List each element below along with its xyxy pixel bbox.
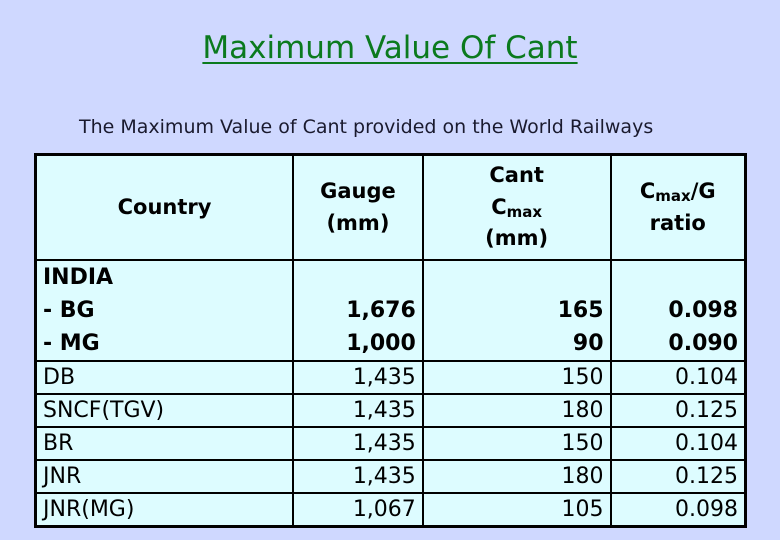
- slide-title: Maximum Value Of Cant: [202, 30, 578, 66]
- gauge-cell: 1,435: [292, 426, 424, 461]
- india-cant-cell: 165 90: [421, 259, 612, 362]
- table-row: JNR(MG) 1,067 105 0.098: [34, 492, 747, 528]
- table-row-india: INDIA - BG - MG 1,676 1,000 165 90 0.098…: [34, 259, 747, 362]
- slide-subtitle: The Maximum Value of Cant provided on th…: [79, 116, 654, 138]
- gauge-cell: 1,435: [292, 393, 424, 428]
- ratio-cell: 0.098: [609, 492, 747, 528]
- country-cell: SNCF(TGV): [34, 393, 295, 428]
- header-country: Country: [34, 153, 295, 261]
- cant-cell: 180: [421, 393, 612, 428]
- table-row: JNR 1,435 180 0.125: [34, 459, 747, 494]
- country-cell: DB: [34, 360, 295, 395]
- country-cell: JNR: [34, 459, 295, 494]
- gauge-cell: 1,435: [292, 360, 424, 395]
- cant-cell: 105: [421, 492, 612, 528]
- table-row: DB 1,435 150 0.104: [34, 360, 747, 395]
- table-row: BR 1,435 150 0.104: [34, 426, 747, 461]
- header-gauge: Gauge (mm): [292, 153, 424, 261]
- india-gauge-cell: 1,676 1,000: [292, 259, 424, 362]
- table-row: SNCF(TGV) 1,435 180 0.125: [34, 393, 747, 428]
- gauge-cell: 1,435: [292, 459, 424, 494]
- header-ratio: Cmax/G ratio: [609, 153, 747, 261]
- cant-cell: 180: [421, 459, 612, 494]
- table-header-row: Country Gauge (mm) Cant Cmax (mm) Cmax/G…: [34, 153, 747, 261]
- india-country-cell: INDIA - BG - MG: [34, 259, 295, 362]
- cant-table: Country Gauge (mm) Cant Cmax (mm) Cmax/G…: [34, 153, 747, 528]
- cant-cell: 150: [421, 426, 612, 461]
- ratio-cell: 0.125: [609, 393, 747, 428]
- gauge-cell: 1,067: [292, 492, 424, 528]
- ratio-cell: 0.104: [609, 360, 747, 395]
- cant-cell: 150: [421, 360, 612, 395]
- country-cell: BR: [34, 426, 295, 461]
- ratio-cell: 0.104: [609, 426, 747, 461]
- ratio-cell: 0.125: [609, 459, 747, 494]
- india-ratio-cell: 0.098 0.090: [609, 259, 747, 362]
- header-cant: Cant Cmax (mm): [421, 153, 612, 261]
- country-cell: JNR(MG): [34, 492, 295, 528]
